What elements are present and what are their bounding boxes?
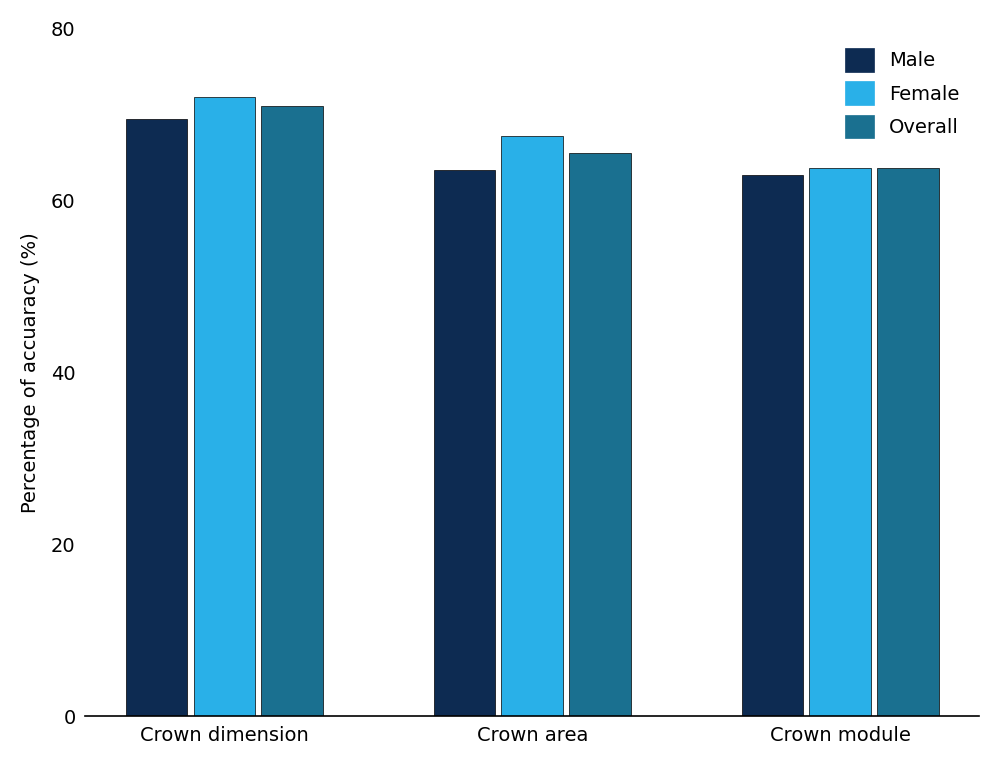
Bar [194, 97, 255, 716]
Legend: Male, Female, Overall: Male, Female, Overall [835, 38, 969, 148]
Bar [261, 106, 323, 716]
Bar [569, 153, 631, 716]
Bar [126, 119, 187, 716]
Bar [742, 175, 803, 716]
Bar [877, 168, 939, 716]
Bar [501, 136, 563, 716]
Bar [809, 168, 871, 716]
Y-axis label: Percentage of accuaracy (%): Percentage of accuaracy (%) [21, 232, 40, 512]
Bar [434, 170, 495, 716]
